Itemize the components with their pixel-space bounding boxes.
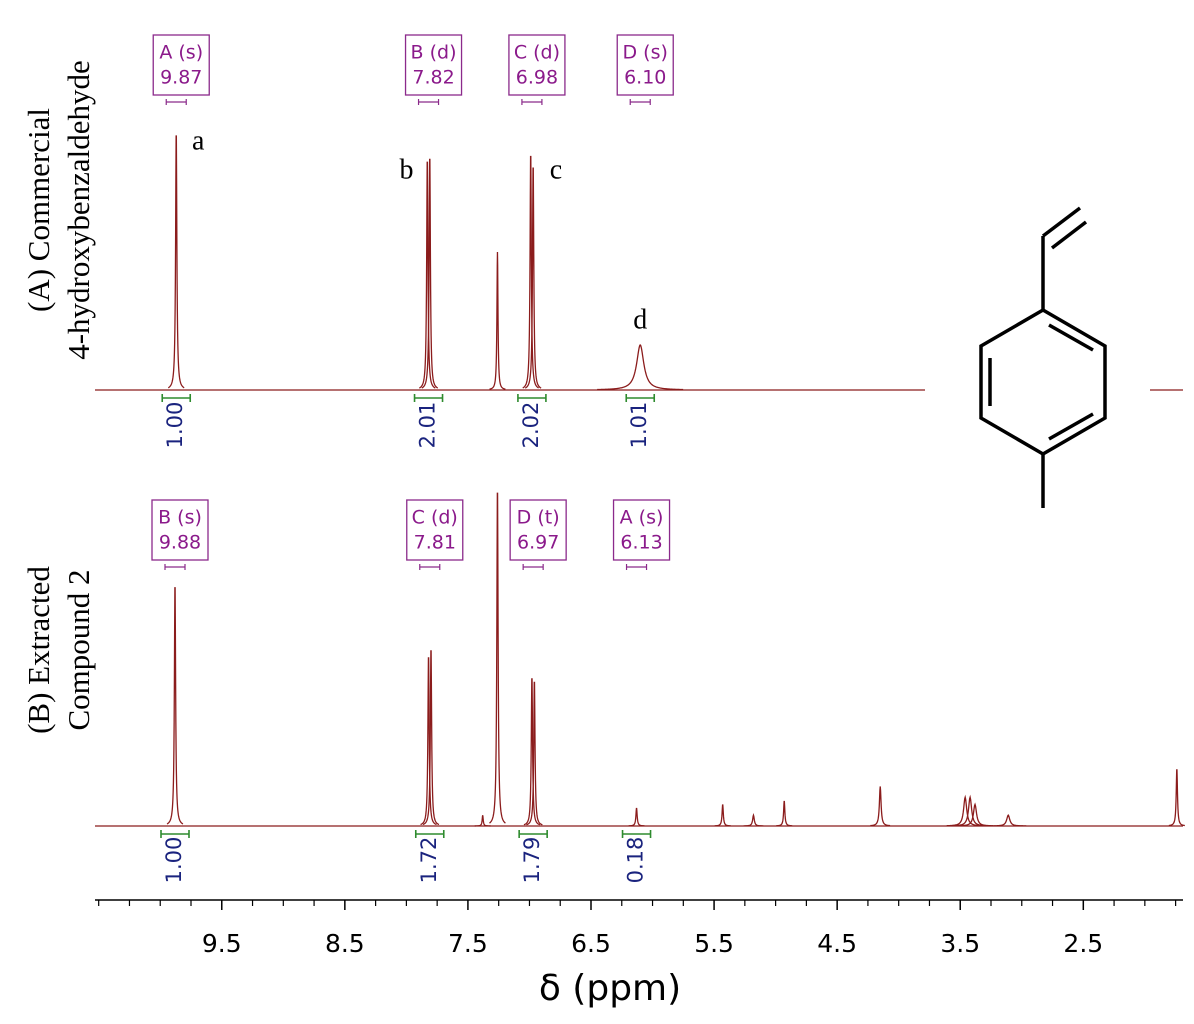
multiplet-range — [522, 564, 544, 570]
multiplet-shift: 9.87 — [160, 67, 202, 89]
peak — [474, 815, 491, 827]
x-tick-label: 2.5 — [1063, 929, 1103, 958]
peak — [743, 812, 764, 827]
x-tick-label: 8.5 — [325, 929, 365, 958]
peak — [714, 804, 731, 827]
integral-label: 2.01 — [416, 402, 440, 449]
integral-bracket — [160, 830, 190, 838]
multiplet-shift: 6.13 — [620, 532, 662, 554]
multiplet-range — [521, 99, 543, 105]
carbonyl-bond — [1041, 206, 1082, 238]
x-tick-label: 4.5 — [817, 929, 857, 958]
peak-letter: b — [400, 154, 414, 185]
multiplet-box — [616, 34, 674, 96]
peak — [989, 814, 1027, 827]
inner-double-bond — [1048, 412, 1094, 441]
peak-letter: a — [192, 125, 205, 156]
integral-bracket — [414, 830, 445, 838]
integral-bracket — [161, 394, 192, 402]
carbonyl-bond — [1050, 220, 1088, 250]
integral-label: 0.18 — [624, 837, 648, 884]
multiplet-name: B (s) — [158, 507, 202, 529]
peak-letter: c — [550, 154, 562, 185]
peak — [1168, 769, 1185, 827]
multiplet-name: A (s) — [159, 42, 203, 64]
multiplet-shift: 6.98 — [516, 67, 558, 89]
spectrum-label: (A) Commercial — [21, 108, 56, 312]
x-tick-label: 9.5 — [202, 929, 242, 958]
peak — [166, 587, 184, 825]
multiplet-name: D (s) — [623, 42, 668, 64]
multiplet-range — [625, 564, 648, 570]
peak — [422, 650, 440, 826]
integral-label: 1.00 — [163, 402, 187, 449]
integral-label: 1.01 — [627, 402, 651, 449]
peak — [628, 807, 645, 827]
multiplet-box — [404, 34, 463, 96]
peak — [776, 800, 793, 827]
integral-label: 1.72 — [417, 837, 441, 884]
peak — [421, 158, 439, 389]
x-tick-label: 5.5 — [694, 929, 734, 958]
x-tick-label: 3.5 — [940, 929, 980, 958]
spectrum-label: Compound 2 — [61, 569, 96, 730]
integral-bracket — [517, 394, 547, 402]
peak — [523, 678, 541, 826]
multiplet-box — [151, 499, 209, 561]
peak — [420, 657, 437, 826]
plot-area: 9.5 8.5 7.5 6.5 5.5 4.5 3.5 2.5 δ (ppm) (A) Comme… — [21, 34, 1185, 1009]
integral-label: 1.79 — [520, 837, 544, 884]
peak — [419, 161, 436, 389]
multiplet-shift: 6.97 — [517, 532, 559, 554]
peak — [522, 155, 539, 389]
molecule-background — [925, 160, 1150, 600]
multiplet-name: A (s) — [620, 507, 664, 529]
multiplet-box — [612, 499, 671, 561]
peak — [489, 492, 506, 824]
peak — [956, 802, 994, 827]
spectrum-label: (B) Extracted — [21, 566, 56, 734]
peak — [526, 681, 543, 826]
multiplet-range — [165, 99, 187, 105]
integral-bracket — [413, 394, 444, 402]
multiplet-range — [419, 564, 441, 570]
spectrum-label: 4-hydroxybenzaldehyde — [61, 60, 96, 360]
inner-double-bond — [1048, 323, 1094, 352]
multiplet-shift: 7.81 — [414, 532, 456, 554]
multiplet-name: B (d) — [411, 42, 457, 64]
molecule — [925, 160, 1150, 600]
multiplet-box — [508, 34, 566, 96]
x-tick-label: 6.5 — [571, 929, 611, 958]
multiplet-box — [509, 499, 567, 561]
integral-label: 2.02 — [519, 402, 543, 449]
peak-letter: d — [633, 304, 647, 335]
multiplet-shift: 6.10 — [624, 67, 666, 89]
multiplet-range — [164, 564, 186, 570]
peak — [870, 786, 891, 827]
molecule-bonds — [979, 206, 1107, 508]
integral-bracket — [625, 394, 656, 402]
multiplet-name: D (t) — [517, 507, 560, 529]
integral-bracket — [621, 830, 652, 838]
multiplet-box — [152, 34, 210, 96]
x-tick-label: 7.5 — [448, 929, 488, 958]
peak — [597, 344, 684, 391]
x-axis-title: δ (ppm) — [539, 968, 681, 1009]
peak — [167, 135, 185, 389]
multiplet-range — [417, 99, 440, 105]
peak — [489, 251, 506, 390]
peak — [524, 167, 542, 389]
multiplet-range — [629, 99, 651, 105]
multiplet-box — [406, 499, 464, 561]
multiplet-name: C (d) — [412, 507, 458, 529]
multiplet-shift: 9.88 — [159, 532, 201, 554]
integral-bracket — [518, 830, 548, 838]
multiplet-shift: 7.82 — [412, 67, 454, 89]
integral-label: 1.00 — [162, 837, 186, 884]
multiplet-name: C (d) — [514, 42, 560, 64]
